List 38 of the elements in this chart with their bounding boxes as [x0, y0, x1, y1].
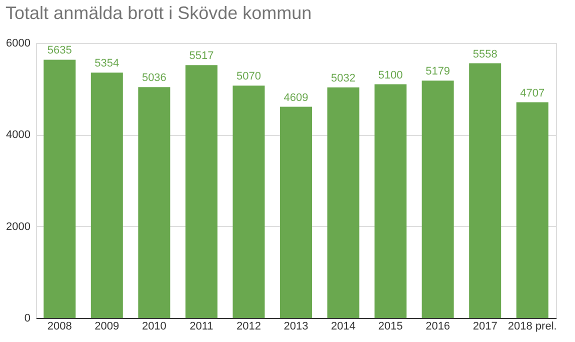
data-label: 5070 [236, 70, 261, 83]
bar [374, 84, 407, 318]
data-label: 5558 [472, 48, 498, 60]
data-label: 5036 [142, 72, 166, 84]
bar [516, 102, 548, 318]
data-label: 5517 [189, 50, 214, 62]
data-label: 5635 [47, 44, 72, 57]
chart-title: Totalt anmälda brott i Skövde kommun [6, 3, 312, 23]
x-tick-label: 2015 [378, 320, 403, 332]
bar [469, 63, 502, 318]
bar [280, 106, 312, 318]
bar [44, 60, 76, 318]
x-tick-label: 2012 [236, 320, 261, 332]
y-tick-label: 0 [24, 312, 30, 324]
x-tick-label: 2010 [142, 320, 166, 332]
x-tick-label: 2009 [94, 320, 120, 332]
x-tick-label: 2011 [190, 320, 214, 332]
x-tick-label: 2017 [472, 320, 498, 332]
data-label: 4707 [520, 87, 545, 100]
data-label: 5179 [426, 66, 450, 78]
data-label: 4609 [284, 92, 308, 104]
data-label: 5354 [94, 58, 120, 70]
data-label: 5032 [331, 72, 356, 84]
y-tick-label: 4000 [6, 129, 30, 142]
data-label: 5100 [378, 69, 403, 82]
y-tick-label: 6000 [6, 38, 30, 50]
x-tick-label: 2008 [47, 320, 72, 332]
bar [232, 86, 265, 318]
y-tick-label: 2000 [6, 220, 30, 233]
x-tick-label: 2016 [426, 320, 450, 332]
bar [422, 80, 454, 318]
x-tick-label: 2018 prel. [508, 320, 557, 332]
x-tick-label: 2013 [284, 320, 308, 332]
bar [185, 65, 218, 318]
bar [138, 87, 170, 318]
bar [327, 87, 360, 318]
x-tick-label: 2014 [331, 320, 356, 332]
bar [90, 72, 123, 318]
